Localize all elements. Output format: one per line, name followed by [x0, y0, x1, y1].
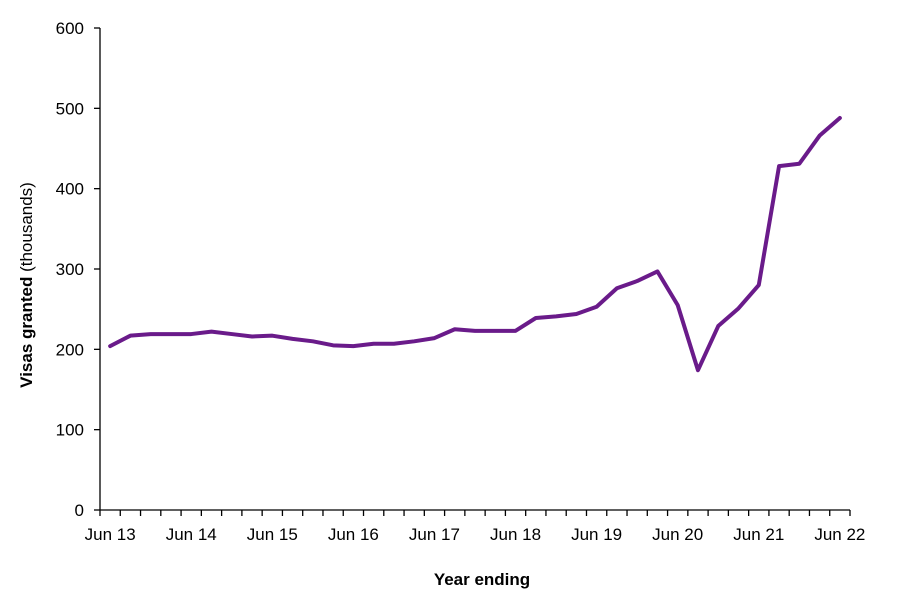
y-tick-label: 0 — [75, 501, 84, 520]
x-tick-label: Jun 15 — [247, 525, 298, 544]
y-tick-label: 600 — [56, 19, 84, 38]
y-tick-label: 100 — [56, 421, 84, 440]
y-tick-label: 500 — [56, 99, 84, 118]
y-tick-label: 400 — [56, 180, 84, 199]
y-axis-title-main: Visas granted — [17, 277, 36, 388]
x-tick-label: Jun 13 — [85, 525, 136, 544]
x-axis: Jun 13 Jun 14 Jun 15 Jun 16 Jun 17 Jun 18 Jun … — [85, 509, 865, 544]
x-axis-title: Year ending — [434, 570, 530, 589]
series-layer — [108, 115, 842, 373]
series-line — [108, 115, 842, 373]
x-tick-label: Jun 16 — [328, 525, 379, 544]
y-tick-label: 200 — [56, 340, 84, 359]
x-tick-label: Jun 20 — [652, 525, 703, 544]
x-tick-label: Jun 21 — [733, 525, 784, 544]
y-tick-label: 300 — [56, 260, 84, 279]
x-tick-label: Jun 17 — [409, 525, 460, 544]
y-axis: 0 100 200 300 400 500 600 — [56, 19, 101, 520]
y-axis-title: Visas granted (thousands) — [17, 182, 36, 388]
x-tick-label: Jun 22 — [814, 525, 865, 544]
x-tick-label: Jun 18 — [490, 525, 541, 544]
y-axis-title-unit: (thousands) — [17, 182, 36, 277]
x-tick-label: Jun 19 — [571, 525, 622, 544]
x-tick-label: Jun 14 — [166, 525, 217, 544]
